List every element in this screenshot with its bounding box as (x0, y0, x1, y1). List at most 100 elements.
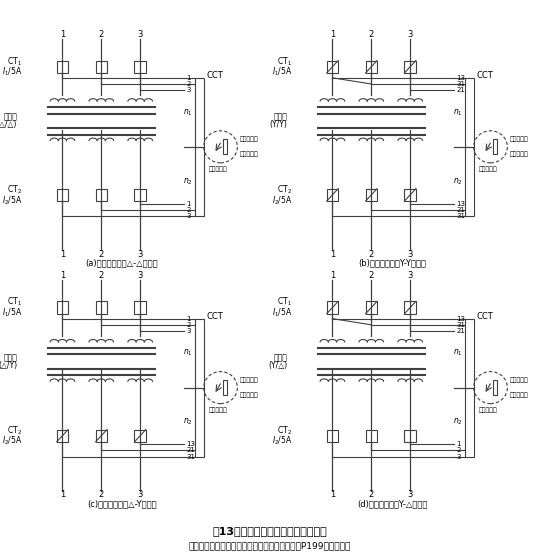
Text: (△/Y): (△/Y) (0, 361, 17, 370)
Bar (366, 301, 372, 314)
Text: 21: 21 (456, 207, 465, 213)
Text: 1: 1 (60, 271, 65, 280)
Text: 21: 21 (186, 447, 195, 454)
Text: 3: 3 (138, 250, 143, 259)
Text: 13: 13 (456, 75, 465, 81)
Bar (327, 60, 333, 73)
Bar (57, 301, 63, 314)
Text: 2: 2 (99, 271, 104, 280)
Text: CT$_1$: CT$_1$ (278, 296, 292, 309)
Bar (96, 60, 102, 73)
Bar (63, 301, 68, 314)
Text: 1: 1 (60, 491, 65, 500)
Text: CT$_1$: CT$_1$ (8, 296, 22, 309)
Bar (404, 430, 410, 442)
Text: 1: 1 (330, 271, 335, 280)
Bar (464, 147, 474, 216)
Text: 抑制コイル: 抑制コイル (240, 137, 259, 142)
Bar (372, 430, 377, 442)
Bar (366, 430, 372, 442)
Text: (Y/Y): (Y/Y) (269, 120, 287, 129)
Text: (Y/△): (Y/△) (268, 361, 287, 370)
Text: 2: 2 (186, 81, 191, 87)
Text: 13: 13 (186, 441, 195, 447)
Bar (194, 78, 204, 147)
Text: 1: 1 (186, 75, 191, 81)
Bar (57, 430, 63, 442)
Text: 21: 21 (456, 87, 465, 93)
Text: 1: 1 (330, 250, 335, 259)
Bar (327, 430, 333, 442)
Bar (63, 430, 68, 442)
Bar (372, 189, 377, 201)
Text: (△/△): (△/△) (0, 120, 17, 129)
Text: 21: 21 (456, 328, 465, 334)
Text: 2: 2 (369, 491, 374, 500)
Text: 3: 3 (138, 271, 143, 280)
Bar (464, 319, 474, 388)
Text: $I_1$/5A: $I_1$/5A (272, 307, 292, 319)
Text: 2: 2 (456, 447, 461, 454)
Text: $n_2$: $n_2$ (453, 417, 463, 427)
Text: CT$_1$: CT$_1$ (278, 55, 292, 68)
Bar (333, 301, 338, 314)
Text: 動作コイル: 動作コイル (478, 407, 497, 413)
Text: $I_1$/5A: $I_1$/5A (2, 66, 22, 78)
Text: $n_1$: $n_1$ (453, 348, 463, 358)
Text: 2: 2 (99, 491, 104, 500)
Text: 2: 2 (99, 30, 104, 39)
Text: 抑制コイル: 抑制コイル (510, 137, 529, 142)
Text: 2: 2 (369, 30, 374, 39)
Text: 2: 2 (186, 207, 191, 213)
Text: 保護リレー: 保護リレー (240, 392, 259, 398)
Bar (492, 380, 497, 395)
Bar (102, 430, 107, 442)
Text: CT$_2$: CT$_2$ (7, 424, 22, 436)
Text: $n_1$: $n_1$ (453, 107, 463, 118)
Bar (410, 430, 416, 442)
Text: (b)　変圧器結線Y-Yの場合: (b) 変圧器結線Y-Yの場合 (358, 258, 426, 267)
Bar (134, 430, 140, 442)
Text: $I_1$/5A: $I_1$/5A (272, 66, 292, 78)
Text: $I_2$/5A: $I_2$/5A (2, 194, 22, 207)
Text: $n_2$: $n_2$ (183, 176, 193, 186)
Bar (333, 430, 338, 442)
Text: 2: 2 (369, 271, 374, 280)
Text: $I_2$/5A: $I_2$/5A (272, 194, 292, 207)
Bar (96, 301, 102, 314)
Bar (410, 301, 416, 314)
Text: 抑制コイル: 抑制コイル (240, 377, 259, 383)
Text: （電気書院　保護継電システム（中山敬造書）P199から引用）: （電気書院 保護継電システム（中山敬造書）P199から引用） (189, 542, 351, 550)
Bar (222, 139, 227, 154)
Bar (410, 189, 416, 201)
Bar (140, 60, 146, 73)
Bar (194, 388, 204, 456)
Text: 3: 3 (408, 491, 413, 500)
Bar (333, 60, 338, 73)
Text: 31: 31 (186, 454, 195, 460)
Bar (366, 189, 372, 201)
Text: (c)　変圧器結線△-Yの場合: (c) 変圧器結線△-Yの場合 (87, 499, 157, 508)
Bar (327, 189, 333, 201)
Text: 変圧器: 変圧器 (3, 113, 17, 122)
Text: 31: 31 (456, 81, 465, 87)
Text: CCT: CCT (206, 71, 223, 80)
Bar (63, 60, 68, 73)
Text: 1: 1 (186, 316, 191, 321)
Text: 13: 13 (456, 200, 465, 207)
Text: 第13図　各種変圧器結線時の接続例: 第13図 各種変圧器結線時の接続例 (213, 526, 327, 536)
Text: 動作コイル: 動作コイル (208, 407, 227, 413)
Text: $n_1$: $n_1$ (183, 107, 193, 118)
Text: 3: 3 (408, 30, 413, 39)
Bar (194, 319, 204, 388)
Bar (140, 189, 146, 201)
Bar (134, 301, 140, 314)
Text: (d)　変圧器結線Y-△の場合: (d) 変圧器結線Y-△の場合 (357, 499, 427, 508)
Text: 保護リレー: 保護リレー (510, 151, 529, 157)
Bar (492, 139, 497, 154)
Text: 抑制コイル: 抑制コイル (510, 377, 529, 383)
Bar (464, 388, 474, 456)
Bar (404, 60, 410, 73)
Bar (222, 380, 227, 395)
Text: $I_1$/5A: $I_1$/5A (2, 307, 22, 319)
